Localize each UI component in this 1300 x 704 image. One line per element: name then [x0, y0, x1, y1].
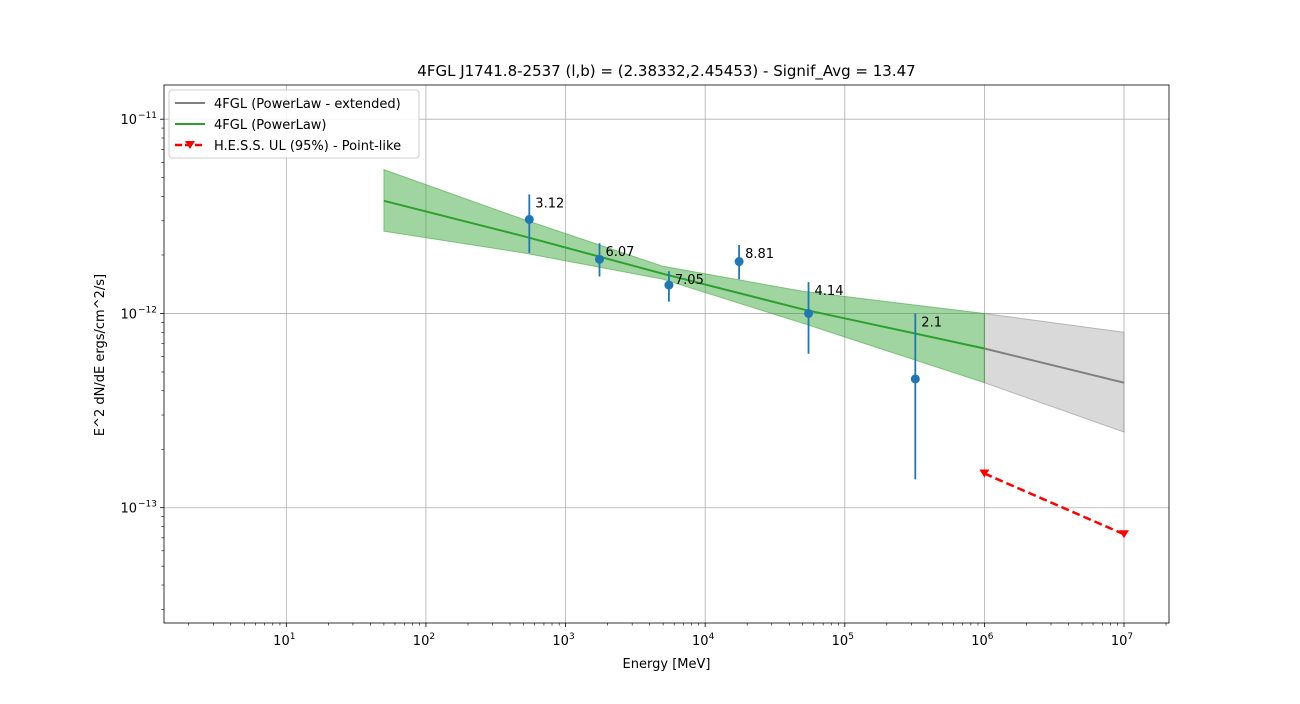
y-tick-label: 10	[120, 113, 137, 128]
x-tick-base: 10	[552, 634, 569, 649]
x-tick-exponent: 3	[569, 632, 575, 642]
legend-box	[168, 89, 420, 159]
x-tick-exponent: 7	[1127, 632, 1133, 642]
flux-point	[804, 308, 814, 318]
x-tick-base: 10	[273, 634, 290, 649]
flux-point-label: 8.81	[745, 247, 774, 262]
legend-label: 4FGL (PowerLaw - extended)	[214, 97, 401, 112]
flux-point-label: 3.12	[535, 196, 564, 211]
flux-point-label: 6.07	[605, 245, 634, 260]
y-tick-label: 10	[120, 307, 137, 322]
plot-frame	[163, 84, 1170, 624]
powerlaw-line	[383, 199, 985, 350]
y-tick-exponent: −13	[138, 500, 157, 510]
legend-label: 4FGL (PowerLaw)	[214, 118, 327, 133]
hess-ul-marker	[1119, 530, 1130, 539]
legend-label: H.E.S.S. UL (95%) - Point-like	[214, 139, 401, 154]
y-tick-exponent: −12	[138, 305, 157, 315]
x-tick-exponent: 2	[429, 632, 435, 642]
x-tick-exponent: 4	[709, 632, 715, 642]
x-tick-label: 102	[413, 632, 435, 649]
x-tick-base: 10	[971, 634, 988, 649]
y-tick-base: 10	[120, 502, 137, 517]
legend-swatch-ul-marker	[185, 141, 195, 149]
flux-point	[910, 374, 920, 384]
hess-ul-marker	[979, 469, 990, 478]
powerlaw-confidence-band	[383, 168, 985, 384]
x-tick-label: 101	[273, 632, 295, 649]
x-tick-exponent: 5	[848, 632, 854, 642]
y-tick-base: 10	[120, 307, 137, 322]
extended-powerlaw-line	[984, 347, 1125, 384]
x-axis-title: Energy [MeV]	[623, 657, 711, 672]
x-tick-exponent: 1	[290, 632, 296, 642]
x-tick-label: 103	[552, 632, 574, 649]
flux-point-label: 4.14	[815, 284, 844, 299]
x-tick-base: 10	[692, 634, 709, 649]
flux-point	[734, 257, 744, 267]
flux-point	[524, 214, 534, 224]
x-tick-base: 10	[832, 634, 849, 649]
y-tick-exponent: −11	[138, 111, 157, 121]
flux-point-label: 2.1	[921, 315, 942, 330]
flux-point-label: 7.05	[675, 273, 704, 288]
hess-ul-line	[983, 472, 1125, 536]
y-axis-title: E^2 dN/dE ergs/cm^2/s]	[93, 274, 108, 436]
flux-point	[594, 254, 604, 264]
chart-title: 4FGL J1741.8-2537 (l,b) = (2.38332,2.454…	[417, 62, 915, 81]
x-tick-label: 107	[1111, 632, 1133, 649]
x-tick-label: 104	[692, 632, 715, 649]
x-tick-base: 10	[413, 634, 430, 649]
x-tick-label: 105	[832, 632, 854, 649]
x-tick-base: 10	[1111, 634, 1128, 649]
y-tick-label: 10	[120, 502, 137, 517]
x-tick-label: 106	[971, 632, 994, 649]
flux-point	[664, 280, 674, 290]
y-tick-base: 10	[120, 113, 137, 128]
x-tick-exponent: 6	[988, 632, 994, 642]
